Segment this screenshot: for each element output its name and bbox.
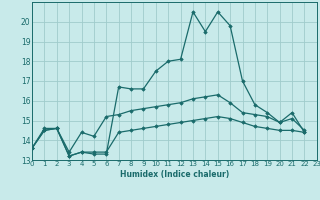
X-axis label: Humidex (Indice chaleur): Humidex (Indice chaleur)	[120, 170, 229, 179]
